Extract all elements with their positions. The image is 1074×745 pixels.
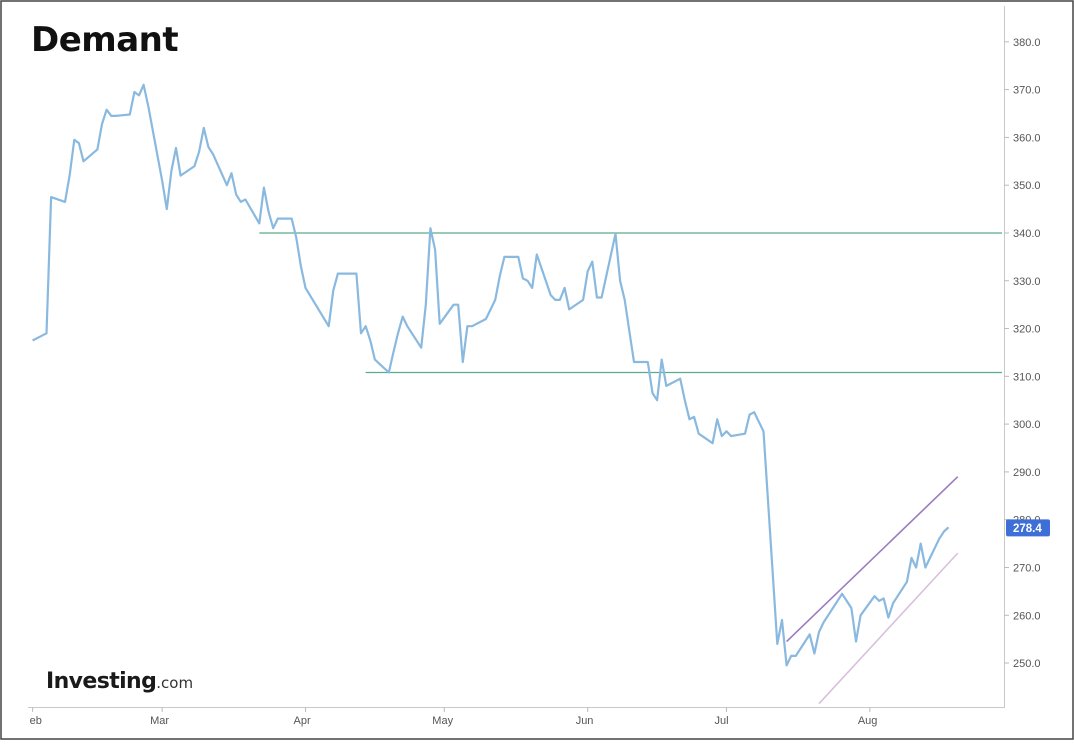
y-tick-label: 340.0 [1013, 228, 1041, 240]
x-tick-label: Jul [714, 715, 728, 727]
last-value-badge-bg [1006, 519, 1050, 537]
chart-title: Demant [31, 20, 179, 60]
y-tick-label: 300.0 [1013, 419, 1041, 431]
y-tick-label: 310.0 [1013, 371, 1041, 383]
investing-logo: Investing.com [46, 669, 193, 694]
trend-line [786, 476, 959, 643]
logo-brand: Investing [46, 669, 157, 694]
y-tick-label: 290.0 [1013, 467, 1041, 479]
y-tick-label: 270.0 [1013, 562, 1041, 574]
y-tick-label: 360.0 [1013, 132, 1041, 144]
y-tick-label: 320.0 [1013, 324, 1041, 336]
y-tick-label: 250.0 [1013, 658, 1041, 670]
y-tick-label: 330.0 [1013, 276, 1041, 288]
x-tick-label: eb [30, 715, 42, 727]
x-tick-label: Apr [294, 715, 311, 727]
y-tick-label: 350.0 [1013, 180, 1041, 192]
price-line [32, 83, 950, 667]
y-tick-label: 380.0 [1013, 37, 1041, 49]
x-axis: eb Mar Apr May Jun Jul Aug [30, 707, 878, 727]
price-series [32, 83, 950, 667]
trend-line [818, 552, 959, 705]
x-tick-label: Jun [576, 715, 594, 727]
x-tick-label: Aug [858, 715, 878, 727]
annotation-lines [259, 232, 1002, 705]
last-value-label: 278.4 [1013, 523, 1042, 535]
y-tick-label: 370.0 [1013, 85, 1041, 97]
x-tick-label: May [432, 715, 453, 727]
logo-suffix: .com [156, 674, 194, 692]
y-tick-label: 260.0 [1013, 610, 1041, 622]
last-value-badge: 278.4 [1006, 519, 1050, 537]
x-tick-label: Mar [150, 715, 169, 727]
